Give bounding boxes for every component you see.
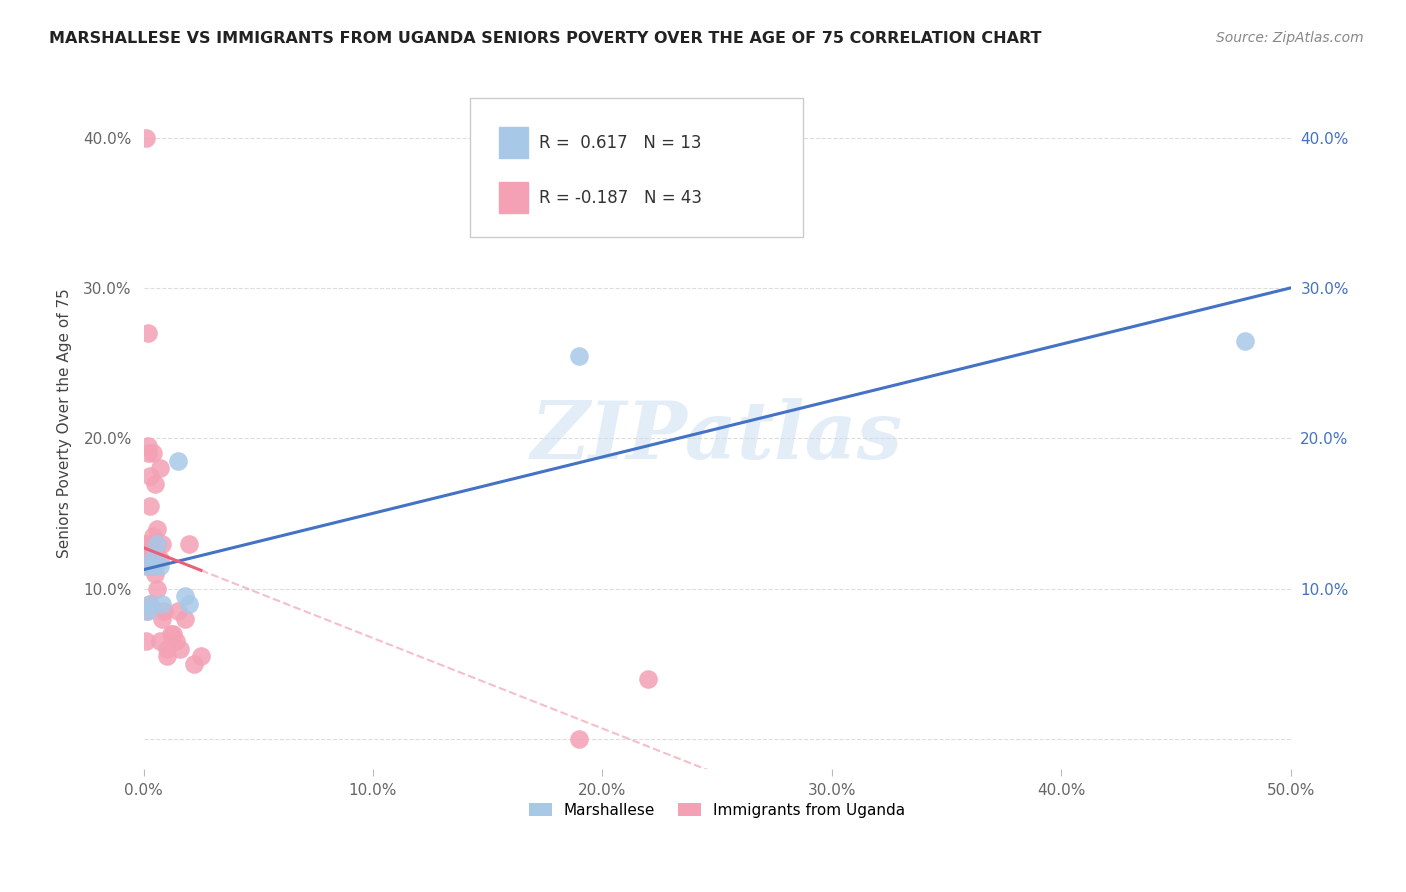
Point [136, 544, 159, 558]
Point [150, 537, 173, 551]
Point [190, 649, 212, 664]
Text: Source: ZipAtlas.com: Source: ZipAtlas.com [1216, 31, 1364, 45]
Legend: Marshallese, Immigrants from Uganda: Marshallese, Immigrants from Uganda [523, 797, 911, 824]
Point [162, 627, 184, 641]
Point [179, 537, 201, 551]
Point [153, 604, 176, 618]
Text: R =  0.617   N = 13: R = 0.617 N = 13 [540, 135, 702, 153]
Point [173, 590, 195, 604]
Point [142, 551, 165, 566]
Bar [499, 127, 527, 158]
Point [143, 559, 166, 574]
Point [143, 476, 166, 491]
Point [160, 627, 183, 641]
Point [149, 559, 172, 574]
Point [139, 597, 162, 611]
Point [142, 559, 165, 574]
Point [135, 634, 157, 648]
Point [155, 649, 177, 664]
Point [155, 642, 177, 657]
Point [167, 604, 190, 618]
Point [146, 582, 169, 596]
Point [179, 597, 201, 611]
Point [637, 672, 659, 686]
Point [136, 439, 159, 453]
Point [139, 469, 162, 483]
Point [136, 326, 159, 340]
Point [136, 446, 159, 460]
Y-axis label: Seniors Poverty Over the Age of 75: Seniors Poverty Over the Age of 75 [58, 288, 72, 558]
Point [136, 559, 159, 574]
Point [568, 732, 591, 747]
Point [1233, 334, 1256, 348]
Point [169, 642, 191, 657]
Point [142, 446, 165, 460]
Point [135, 604, 157, 618]
Point [149, 634, 172, 648]
Point [173, 612, 195, 626]
Text: MARSHALLESE VS IMMIGRANTS FROM UGANDA SENIORS POVERTY OVER THE AGE OF 75 CORRELA: MARSHALLESE VS IMMIGRANTS FROM UGANDA SE… [49, 31, 1042, 46]
Point [142, 529, 165, 543]
Point [139, 537, 162, 551]
Point [139, 597, 162, 611]
Point [146, 537, 169, 551]
Point [165, 634, 187, 648]
Point [135, 130, 157, 145]
Bar [499, 182, 527, 213]
FancyBboxPatch shape [471, 98, 803, 236]
Point [143, 559, 166, 574]
Point [183, 657, 205, 671]
Point [136, 604, 159, 618]
Point [568, 349, 591, 363]
Point [143, 566, 166, 581]
Point [149, 461, 172, 475]
Point [167, 454, 190, 468]
Text: ZIPatlas: ZIPatlas [531, 399, 903, 476]
Point [146, 537, 169, 551]
Point [142, 551, 165, 566]
Point [135, 559, 157, 574]
Point [146, 522, 169, 536]
Text: R = -0.187   N = 43: R = -0.187 N = 43 [540, 189, 703, 207]
Point [139, 499, 162, 513]
Point [149, 551, 172, 566]
Point [135, 537, 157, 551]
Point [136, 551, 159, 566]
Point [150, 612, 173, 626]
Point [150, 597, 173, 611]
